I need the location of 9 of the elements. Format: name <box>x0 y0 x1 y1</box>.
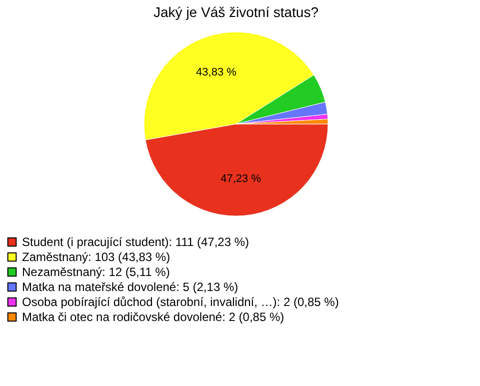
data-label: 43,83 % <box>196 66 237 79</box>
data-label: 47,23 % <box>220 172 262 185</box>
legend-label: Matka na mateřské dovolené: 5 (2,13 %) <box>22 280 238 294</box>
legend-label: Student (i pracující student): 111 (47,23 %) <box>22 235 250 249</box>
legend-label: Osoba pobírající důchod (starobní, invalidní, …): 2 (0,85 %) <box>22 295 339 309</box>
legend-label: Zaměstnaný: 103 (43,83 %) <box>22 250 170 264</box>
legend-label: Nezaměstnaný: 12 (5,11 %) <box>22 265 170 279</box>
legend-label: Matka či otec na rodičovské dovolené: 2 (0,85 %) <box>22 310 284 324</box>
chart-title: Jaký je Váš životní status? <box>154 4 319 20</box>
